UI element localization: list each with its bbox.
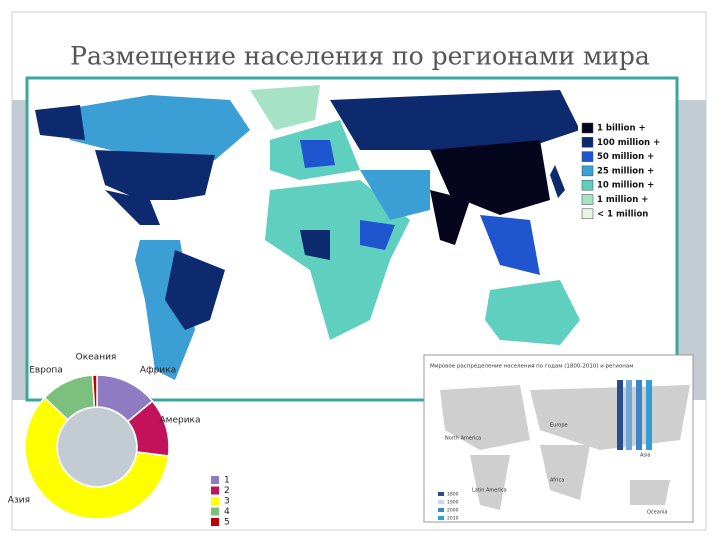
inset-legend-swatch	[438, 500, 444, 504]
region-label: Asia	[640, 453, 650, 459]
legend-label: < 1 million	[597, 209, 648, 219]
inset-legend-swatch	[438, 516, 444, 520]
legend-label: 1 million +	[597, 195, 648, 205]
legend-label: 100 million +	[597, 138, 660, 148]
region-label: North America	[445, 436, 481, 442]
legend-swatch	[211, 497, 219, 505]
legend-label: 10 million +	[597, 181, 654, 191]
region-label: Oceania	[647, 510, 667, 516]
legend-swatch	[581, 151, 594, 162]
legend-swatch	[211, 486, 219, 495]
inset-legend-label: 2010	[447, 516, 459, 522]
legend-label: 25 million +	[597, 166, 654, 176]
legend-swatch	[211, 507, 219, 516]
segment-label: Азия	[8, 496, 30, 506]
legend-label: 1	[224, 476, 230, 486]
legend-swatch	[211, 476, 219, 484]
segment-label: Америка	[160, 416, 201, 426]
inset-legend-label: 1900	[447, 500, 459, 506]
legend-label: 2	[224, 486, 230, 496]
legend-swatch	[581, 137, 594, 148]
map-legend: 1 billion + 100 million + 50 million + 25 m…	[578, 120, 660, 225]
legend-label: 1 billion +	[597, 124, 646, 134]
inset-legend-label: 1800	[447, 492, 459, 498]
donut-segment	[24, 396, 170, 520]
world-map	[25, 76, 679, 402]
region-label: Africa	[550, 478, 564, 484]
legend-swatch	[581, 194, 594, 205]
segment-label: Африка	[140, 366, 176, 376]
region-label: Latin America	[472, 488, 507, 494]
legend-swatch	[581, 165, 594, 177]
region-label: Europe	[550, 423, 568, 429]
donut-segment	[91, 374, 98, 408]
inset-legend-swatch	[438, 508, 444, 512]
legend-swatch	[581, 179, 594, 191]
legend-swatch	[211, 518, 219, 526]
legend-label: 50 million +	[597, 152, 654, 162]
donut-hole	[58, 408, 136, 486]
inset-title: Мировое распределение населения по годам…	[430, 364, 633, 370]
legend-label: 5	[224, 518, 230, 528]
legend-label: 3	[224, 497, 230, 507]
inset-legend-label: 2000	[447, 508, 459, 514]
segment-label: Океания	[76, 353, 117, 363]
legend-label: 4	[224, 507, 230, 517]
title: Размещение населения по регионами мира	[70, 42, 650, 71]
inset-figure: Мировое распределение населения по годам…	[423, 354, 694, 523]
legend-swatch	[581, 122, 594, 134]
segment-label: Европа	[29, 366, 63, 376]
legend-swatch	[581, 208, 594, 220]
inset-legend-swatch	[438, 492, 444, 496]
